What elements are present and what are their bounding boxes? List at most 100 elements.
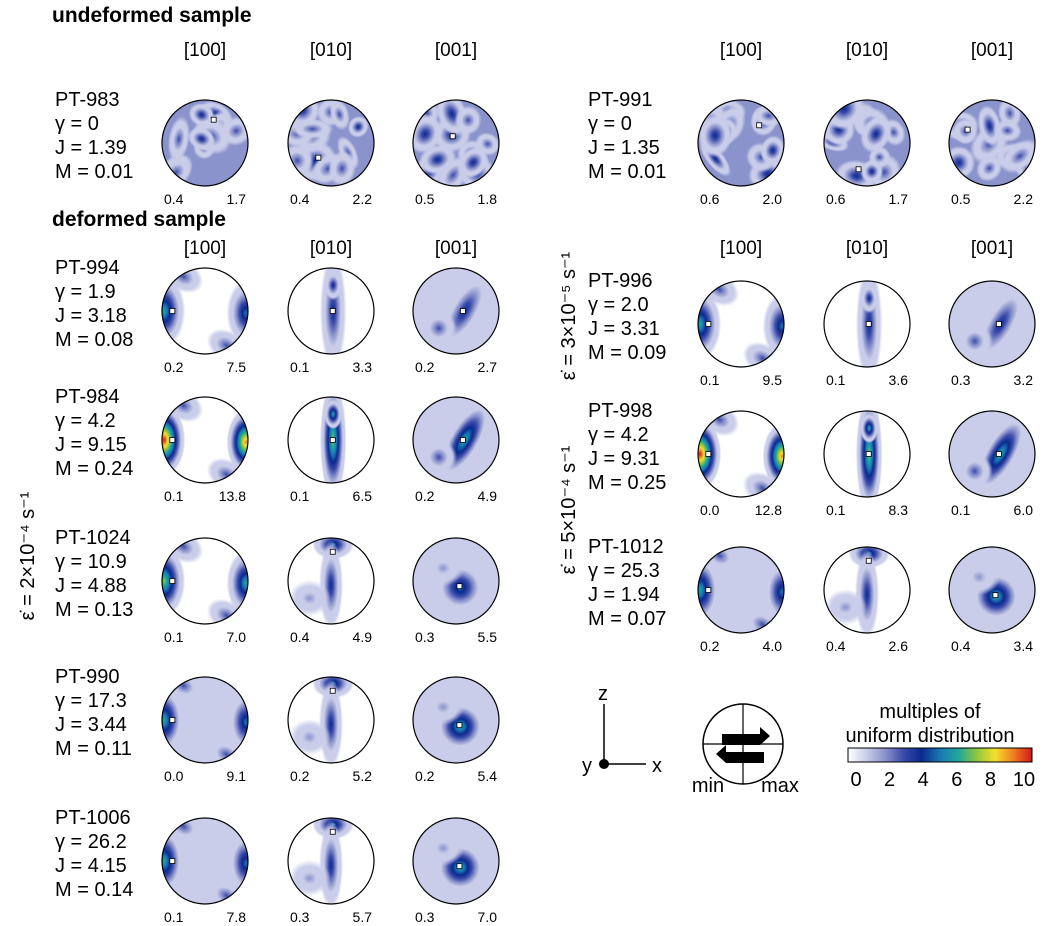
sample-label-3: M = 0.01 xyxy=(55,161,133,183)
sample-label-3: M = 0.24 xyxy=(55,458,133,480)
range-min: 0.4 xyxy=(164,191,184,207)
pole-figure-PT-990-0: 0.0 9.1 xyxy=(161,676,249,784)
max-marker-icon xyxy=(329,308,336,314)
sample-label-0: PT-984 xyxy=(55,386,119,408)
axis-header-2-2: [001] xyxy=(435,238,477,259)
range-max: 4.9 xyxy=(478,488,498,504)
sample-label-0: PT-1006 xyxy=(55,807,131,829)
max-marker-icon xyxy=(705,451,712,457)
pole-figure-PT-991-2: 0.5 2.2 xyxy=(948,99,1036,207)
range-min: 0.5 xyxy=(415,191,435,207)
section-deformed-title: deformed sample xyxy=(52,208,226,231)
range-min: 0.2 xyxy=(415,488,435,504)
max-marker-icon xyxy=(995,321,1002,327)
range-max: 13.8 xyxy=(219,488,246,504)
colorbar-tick-10: 10 xyxy=(1013,769,1035,791)
axis-header-3-1: [010] xyxy=(846,238,888,259)
sample-label-0: PT-990 xyxy=(55,666,119,688)
colorbar-ticks: 0 2 4 6 8 10 xyxy=(850,769,1035,791)
shear-sense-symbol: min max xyxy=(692,703,799,797)
strain-rate-left: ε̇ = 2×10⁻⁴ s⁻¹ xyxy=(17,491,39,620)
pole-figure-PT-998-0: 0.0 12.8 xyxy=(697,410,785,518)
range-max: 7.8 xyxy=(227,909,247,925)
sample-label-2: J = 3.31 xyxy=(588,318,660,340)
max-marker-icon xyxy=(855,166,862,173)
sample-label-2: J = 3.18 xyxy=(55,305,127,327)
colorbar-tick-6: 6 xyxy=(951,769,962,791)
pole-figure-PT-991-0: 0.6 2.0 xyxy=(697,99,785,207)
range-max: 1.7 xyxy=(227,191,247,207)
sample-label-1: γ = 1.9 xyxy=(55,281,116,303)
range-max: 2.7 xyxy=(478,359,498,375)
sample-label-1: γ = 25.3 xyxy=(588,560,660,582)
range-min: 0.3 xyxy=(415,629,435,645)
pole-figure-PT-994-0: 0.2 7.5 xyxy=(161,267,249,375)
sample-label-2: J = 1.35 xyxy=(588,137,660,159)
sample-label-3: M = 0.07 xyxy=(588,608,666,630)
reference-frame: z y x xyxy=(582,683,662,777)
colorbar-tick-8: 8 xyxy=(985,769,996,791)
sample-label-0: PT-983 xyxy=(55,89,119,111)
range-min: 0.3 xyxy=(415,909,435,925)
pole-figure-PT-1006-2: 0.3 7.0 xyxy=(412,817,500,925)
range-max: 5.2 xyxy=(353,768,373,784)
range-max: 5.5 xyxy=(478,629,498,645)
range-min: 0.5 xyxy=(951,191,971,207)
range-max: 7.0 xyxy=(227,629,247,645)
range-max: 3.2 xyxy=(1014,372,1034,388)
pole-figure-PT-994-1: 0.1 3.3 xyxy=(287,267,375,375)
axis-header-1-1: [010] xyxy=(846,40,888,61)
max-marker-icon xyxy=(169,858,176,864)
max-marker-icon xyxy=(995,451,1002,457)
legend-max-label: max xyxy=(761,775,799,797)
max-marker-icon xyxy=(705,321,712,327)
sample-label-3: M = 0.11 xyxy=(55,738,132,760)
range-max: 7.0 xyxy=(478,909,498,925)
axis-header-0-0: [100] xyxy=(184,40,226,61)
axis-header-3-0: [100] xyxy=(720,238,762,259)
range-min: 0.1 xyxy=(826,372,846,388)
max-marker-icon xyxy=(456,583,463,590)
range-max: 12.8 xyxy=(755,502,782,518)
range-max: 6.0 xyxy=(1014,502,1034,518)
pole-figure-PT-984-2: 0.2 4.9 xyxy=(412,396,500,504)
sample-label-1: γ = 17.3 xyxy=(55,690,127,712)
sample-label-0: PT-1012 xyxy=(588,536,664,558)
pole-figure-PT-984-1: 0.1 6.5 xyxy=(287,396,375,504)
range-max: 4.0 xyxy=(763,638,783,654)
pole-figure-PT-996-2: 0.3 3.2 xyxy=(948,280,1036,388)
sample-label-2: J = 9.31 xyxy=(588,448,660,470)
max-marker-icon xyxy=(756,122,763,129)
shear-arrow-top-icon xyxy=(722,727,770,745)
max-marker-icon xyxy=(169,717,176,723)
axis-headers: [100] [010] [001] [100] [010] [001] [100] [010]… xyxy=(184,40,1013,259)
max-marker-icon xyxy=(865,321,872,327)
range-min: 0.1 xyxy=(290,488,310,504)
max-marker-icon xyxy=(169,437,176,443)
range-min: 0.1 xyxy=(951,502,971,518)
range-max: 1.8 xyxy=(478,191,498,207)
pole-figure-PT-983-0: 0.4 1.7 xyxy=(161,99,249,207)
max-marker-icon xyxy=(456,863,463,870)
max-marker-icon xyxy=(329,437,336,443)
max-marker-icon xyxy=(459,437,466,443)
range-max: 3.4 xyxy=(1014,638,1034,654)
axis-header-2-1: [010] xyxy=(310,238,352,259)
pole-figure-PT-1012-0: 0.2 4.0 xyxy=(697,546,785,654)
pole-figure-PT-996-0: 0.1 9.5 xyxy=(697,280,785,388)
max-marker-icon xyxy=(964,126,971,133)
range-min: 0.0 xyxy=(164,768,184,784)
max-marker-icon xyxy=(169,578,176,584)
axis-header-0-2: [001] xyxy=(435,40,477,61)
range-max: 2.2 xyxy=(353,191,373,207)
range-min: 0.4 xyxy=(826,638,846,654)
range-max: 9.1 xyxy=(227,768,247,784)
range-max: 2.2 xyxy=(1014,191,1034,207)
max-marker-icon xyxy=(210,116,217,123)
pole-figure-PT-1006-1: 0.3 5.7 xyxy=(287,817,375,925)
